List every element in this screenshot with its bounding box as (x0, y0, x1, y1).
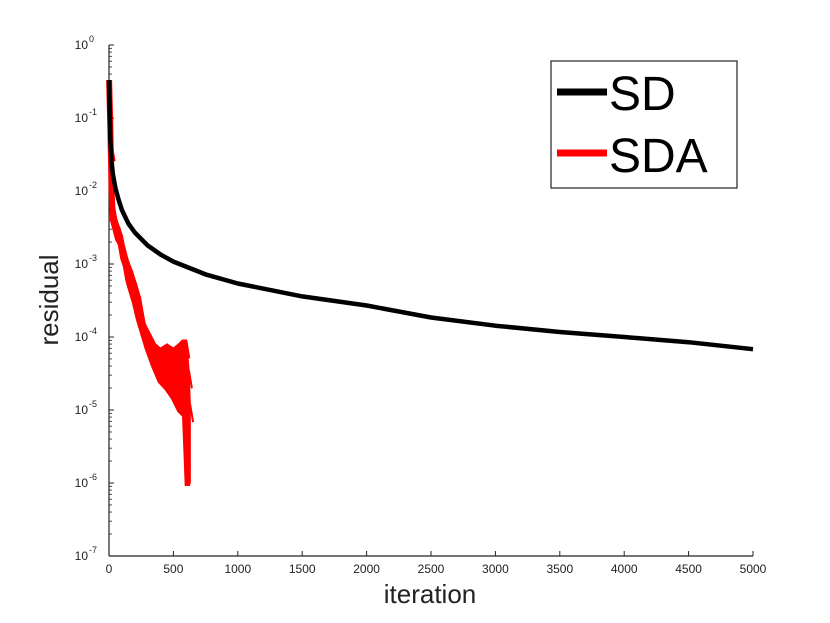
x-tick-label: 1000 (224, 562, 251, 576)
y-tick-label: 10 (75, 476, 89, 490)
y-tick-label: 10 (75, 549, 89, 563)
y-tick-exponent: 0 (89, 34, 94, 44)
tick-labels: 0 500 1000 1500 2000 2500 3000 3500 4000 4500 5000… (75, 34, 767, 576)
series-layer (106, 80, 754, 486)
x-tick-label: 2500 (418, 562, 445, 576)
y-tick-exponent: -5 (89, 399, 97, 409)
y-tick-label: 10 (75, 330, 89, 344)
legend-label-sd: SD (609, 68, 676, 121)
y-tick-exponent: -6 (89, 472, 97, 482)
x-tick-label: 4500 (675, 562, 702, 576)
x-tick-label: 1500 (289, 562, 316, 576)
y-tick-label: 10 (75, 257, 89, 271)
series-sda-band (110, 143, 191, 484)
y-tick-label: 10 (75, 38, 89, 52)
y-tick-exponent: -1 (89, 107, 97, 117)
legend-box (550, 60, 738, 189)
y-tick-exponent: -4 (89, 326, 97, 336)
x-tick-label: 3500 (546, 562, 573, 576)
x-tick-label: 5000 (740, 562, 767, 576)
legend-label-sda: SDA (609, 130, 708, 183)
x-tick-label: 500 (163, 562, 183, 576)
series-sd-line (106, 80, 754, 352)
x-tick-label: 2000 (353, 562, 380, 576)
y-tick-exponent: -7 (89, 545, 97, 555)
y-tick-label: 10 (75, 111, 89, 125)
x-tick-label: 4000 (611, 562, 638, 576)
legend: SD SDA (550, 60, 738, 189)
x-tick-label: 3000 (482, 562, 509, 576)
y-tick-exponent: -2 (89, 180, 97, 190)
y-tick-exponent: -3 (89, 253, 97, 263)
series-sda-line (106, 80, 191, 486)
x-axis-label: iteration (384, 579, 477, 609)
y-axis-label: residual (34, 254, 64, 345)
y-tick-label: 10 (75, 184, 89, 198)
x-tick-label: 0 (106, 562, 113, 576)
y-tick-label: 10 (75, 403, 89, 417)
